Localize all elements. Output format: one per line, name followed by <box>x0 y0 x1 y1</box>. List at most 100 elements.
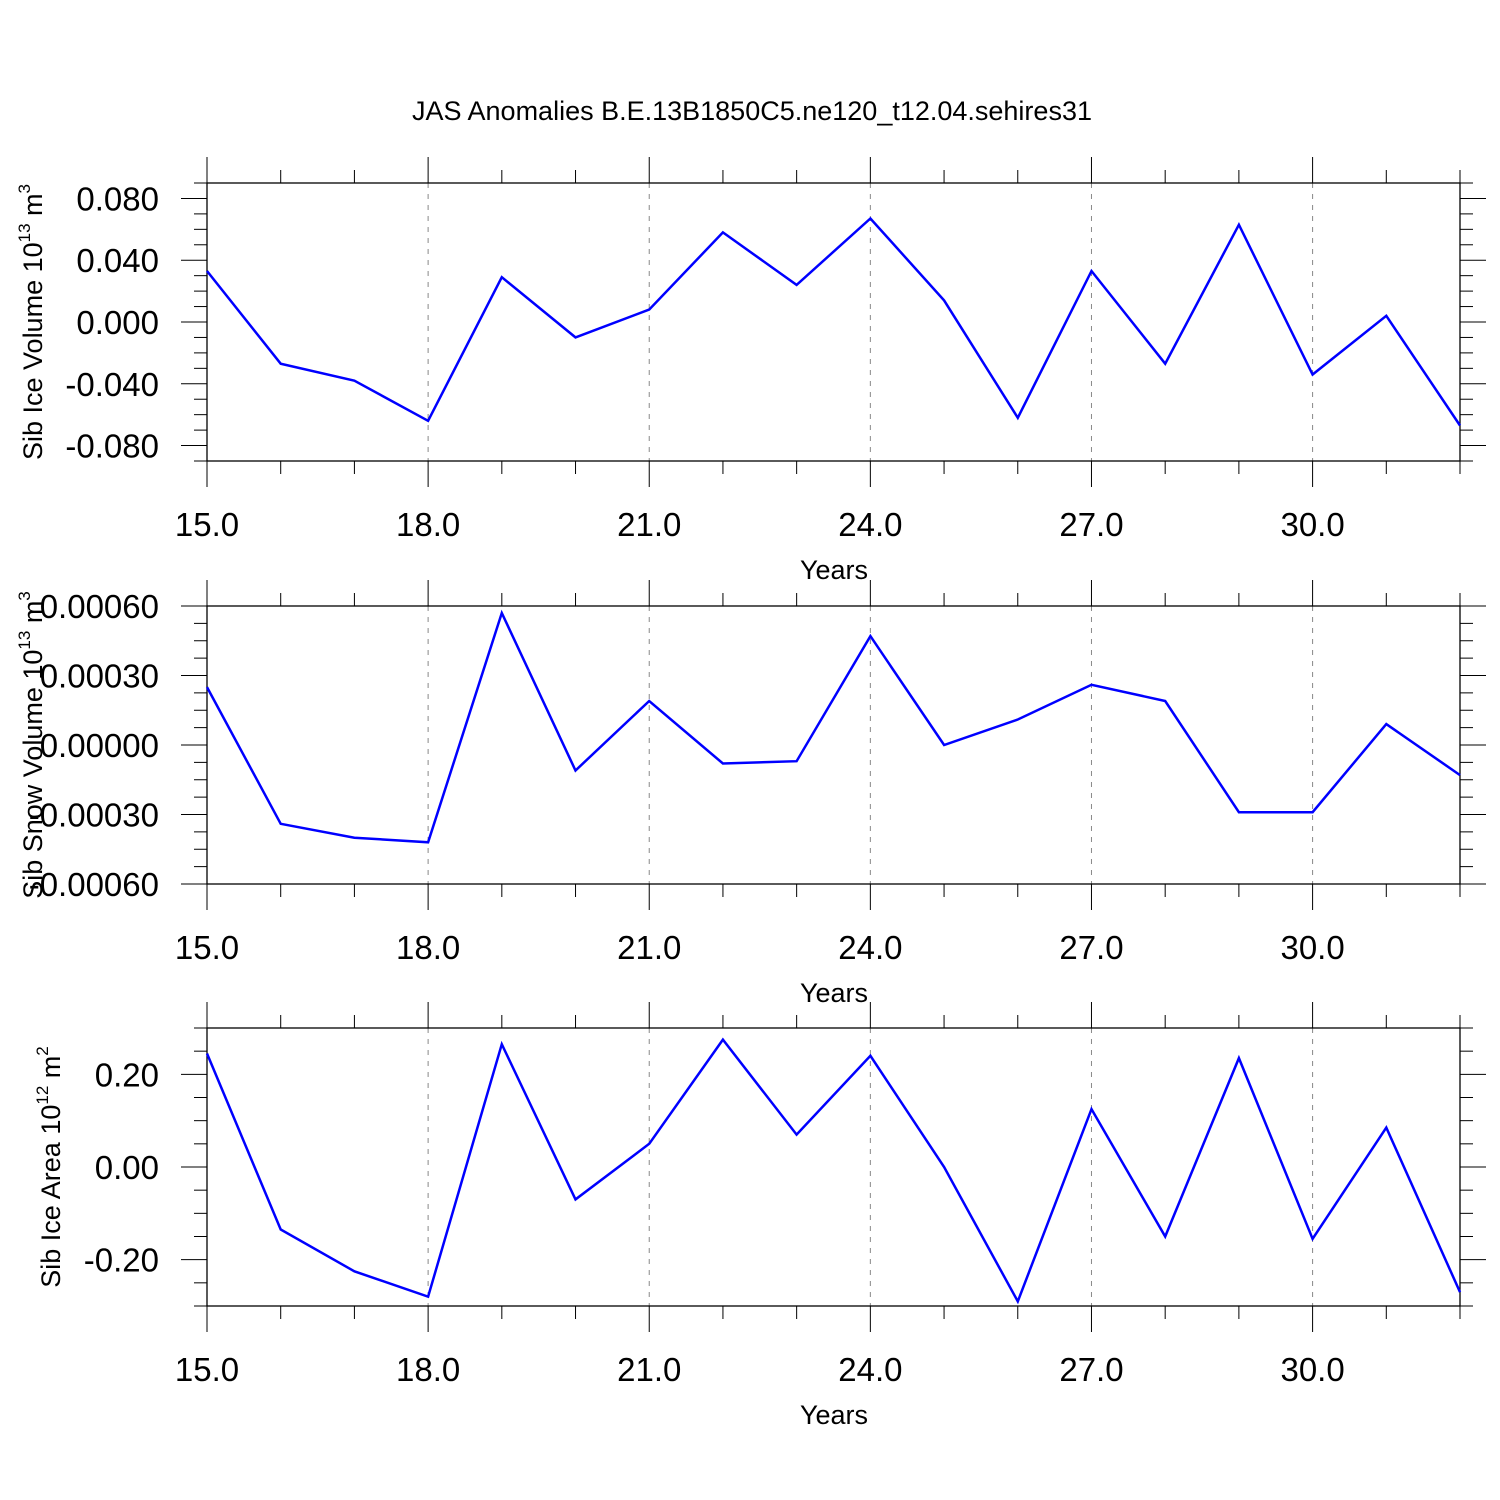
data-point <box>426 840 430 844</box>
x-tick-label: 30.0 <box>1280 1351 1344 1388</box>
y-tick-label: 0.080 <box>76 180 159 217</box>
x-tick-label: 18.0 <box>396 506 460 543</box>
y-tick-label: 0.040 <box>76 242 159 279</box>
y-tick-label: -0.20 <box>84 1242 159 1279</box>
y-tick-label: 0.00 <box>95 1149 159 1186</box>
plot-frame <box>206 605 1461 885</box>
data-point <box>942 743 946 747</box>
data-point <box>795 1133 799 1137</box>
data-point <box>942 298 946 302</box>
y-axis-unit-base: 10 <box>18 242 48 272</box>
y-tick-label: -0.00060 <box>29 866 159 903</box>
y-axis-unit: m <box>18 193 48 223</box>
x-axis-label: Years <box>800 555 868 585</box>
data-point <box>352 1269 356 1273</box>
x-tick-label: 18.0 <box>396 1351 460 1388</box>
y-tick-label: 0.000 <box>76 304 159 341</box>
data-point <box>647 1142 651 1146</box>
panels: 0.080 0.040 0.000 -0.040 -0.080 15.0 18.0 21.0 2… <box>15 157 1486 1430</box>
x-tick-label: 27.0 <box>1059 1351 1123 1388</box>
y-axis-unit-sup: 3 <box>15 184 34 193</box>
x-tick-label: 15.0 <box>175 1351 239 1388</box>
data-point <box>1016 416 1020 420</box>
data-point <box>205 1051 209 1055</box>
data-point <box>426 419 430 423</box>
x-tick-label: 21.0 <box>617 506 681 543</box>
data-point <box>1458 423 1462 427</box>
series-line <box>206 216 1462 427</box>
data-point <box>500 1042 504 1046</box>
x-tick-label: 21.0 <box>617 1351 681 1388</box>
data-point <box>1163 1235 1167 1239</box>
data-point <box>1311 373 1315 377</box>
chart-title: JAS Anomalies B.E.13B1850C5.ne120_t12.04… <box>412 96 1092 126</box>
data-point <box>279 822 283 826</box>
panel-2: 0.00060 0.00030 0.00000 -0.00030 -0.00060 15.… <box>15 580 1486 1008</box>
data-point <box>647 308 651 312</box>
y-axis-unit-base: 10 <box>36 1105 66 1135</box>
y-tick-label: -0.00030 <box>29 797 159 834</box>
x-tick-label: 24.0 <box>838 506 902 543</box>
data-point <box>868 634 872 638</box>
y-axis-label: Sib Ice Volume 1013 m3 <box>15 184 48 460</box>
data-point <box>1384 722 1388 726</box>
y-axis-label: Sib Snow Volume 1013 m3 <box>15 591 48 899</box>
data-point <box>868 217 872 221</box>
data-point <box>721 762 725 766</box>
data-point <box>942 1165 946 1169</box>
data-point <box>574 1197 578 1201</box>
y-tick-label: -0.080 <box>65 428 159 465</box>
x-axis-label: Years <box>800 1400 868 1430</box>
y-axis-unit: m <box>18 601 48 631</box>
y-axis-unit-sup: 2 <box>33 1046 52 1055</box>
data-point <box>1237 1056 1241 1060</box>
y-axis-label-text: Sib Snow Volume <box>18 680 48 899</box>
x-tick-label: 24.0 <box>838 1351 902 1388</box>
x-tick-label: 18.0 <box>396 929 460 966</box>
data-point <box>1089 269 1093 273</box>
series-line <box>205 1037 1462 1305</box>
data-point <box>1237 223 1241 227</box>
y-tick-label: 0.00030 <box>40 658 159 695</box>
y-axis-label: Sib Ice Area 1012 m2 <box>33 1046 66 1288</box>
plot-frame <box>206 182 1461 462</box>
data-point <box>205 685 209 689</box>
y-tick-label: 0.00000 <box>40 727 159 764</box>
y-axis-label-text: Sib Ice Volume <box>18 272 48 460</box>
data-point <box>1384 1126 1388 1130</box>
data-point <box>1311 1237 1315 1241</box>
data-point <box>352 379 356 383</box>
data-point <box>574 335 578 339</box>
data-point <box>1016 1299 1020 1303</box>
data-point <box>721 1038 725 1042</box>
data-point <box>1016 718 1020 722</box>
x-tick-label: 27.0 <box>1059 506 1123 543</box>
data-point <box>647 699 651 703</box>
data-point <box>500 275 504 279</box>
x-tick-label: 27.0 <box>1059 929 1123 966</box>
y-axis-unit-exp: 12 <box>33 1086 52 1105</box>
data-point <box>574 768 578 772</box>
data-point <box>1163 362 1167 366</box>
x-axis-label: Years <box>800 978 868 1008</box>
x-tick-label: 24.0 <box>838 929 902 966</box>
data-point <box>1089 1107 1093 1111</box>
y-axis-unit-base: 10 <box>18 650 48 680</box>
y-axis-unit: m <box>36 1056 66 1086</box>
y-axis-label-text: Sib Ice Area <box>36 1135 66 1288</box>
data-point <box>1311 810 1315 814</box>
data-point <box>279 1228 283 1232</box>
data-point <box>1384 314 1388 318</box>
y-tick-label: 0.00060 <box>40 588 159 625</box>
data-point <box>352 836 356 840</box>
data-point <box>795 283 799 287</box>
y-tick-label: -0.040 <box>65 366 159 403</box>
data-point <box>205 269 209 273</box>
data-point <box>868 1054 872 1058</box>
plot-frame <box>206 1027 1461 1307</box>
x-tick-label: 15.0 <box>175 506 239 543</box>
y-axis-unit-exp: 13 <box>15 223 34 242</box>
data-point <box>1458 1290 1462 1294</box>
x-tick-label: 21.0 <box>617 929 681 966</box>
